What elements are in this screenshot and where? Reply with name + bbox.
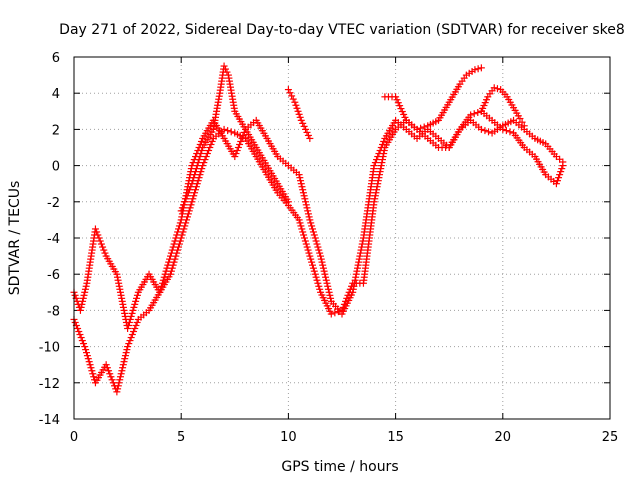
x-tick-label: 25: [602, 430, 619, 445]
series-track-c: [177, 62, 292, 215]
y-tick-label: -4: [47, 232, 60, 247]
x-tick-label: 5: [177, 430, 185, 445]
x-tick-label: 20: [495, 430, 512, 445]
series-track-a: [70, 116, 567, 332]
series-track-e: [381, 64, 485, 133]
y-tick-label: 2: [52, 123, 60, 138]
y-tick-label: -10: [39, 341, 60, 356]
tick-layer: 0 5 10 15 20 25 -14 -12 -10 -8 -6 -4 -2 0 2 4 6: [39, 51, 619, 445]
y-tick-label: 4: [52, 87, 60, 102]
y-tick-label: -14: [39, 413, 60, 428]
y-axis-label: SDTVAR / TECUs: [7, 181, 23, 296]
series-track-f: [477, 84, 528, 130]
data-layer: [70, 62, 567, 396]
x-axis-label: GPS time / hours: [281, 459, 398, 475]
y-tick-label: -2: [47, 196, 60, 211]
x-tick-label: 15: [387, 430, 404, 445]
x-tick-label: 0: [70, 430, 78, 445]
y-tick-label: -8: [47, 304, 60, 319]
chart-title: Day 271 of 2022, Sidereal Day-to-day VTE…: [59, 22, 625, 38]
y-tick-label: 6: [52, 51, 60, 66]
series-track-d: [284, 86, 314, 142]
x-tick-label: 10: [280, 430, 297, 445]
plot-frame: [73, 56, 611, 420]
y-tick-label: -12: [39, 377, 60, 392]
y-tick-label: -6: [47, 268, 60, 283]
y-tick-label: 0: [52, 160, 60, 175]
